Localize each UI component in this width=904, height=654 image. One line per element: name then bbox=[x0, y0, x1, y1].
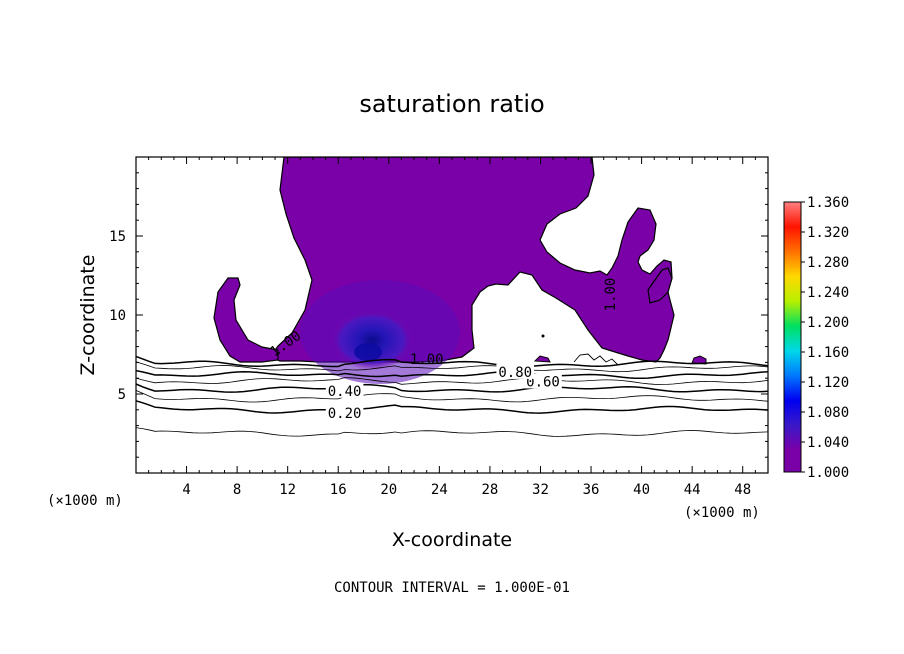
contour-label-layer: 0.200.400.600.801.00 1.001.00 bbox=[267, 278, 619, 422]
contour-label: 0.20 bbox=[328, 406, 362, 422]
x-tick-label: 44 bbox=[684, 482, 701, 498]
contour-label: 1.00 bbox=[410, 352, 444, 368]
x-tick-label: 8 bbox=[233, 482, 241, 498]
x-axis: 4 8 12 16 20 24 28 32 36 40 44 48 bbox=[148, 157, 756, 498]
y-tick-label: 10 bbox=[109, 308, 126, 324]
contour-line bbox=[136, 400, 768, 414]
x-tick-label: 12 bbox=[279, 482, 296, 498]
x-tick-label: 32 bbox=[532, 482, 549, 498]
contour-interval-note: CONTOUR INTERVAL = 1.000E-01 bbox=[334, 580, 570, 596]
contour-label-group: 0.20 bbox=[325, 405, 364, 422]
x-tick-label: 4 bbox=[182, 482, 190, 498]
contour-label-group: 1.00 bbox=[603, 278, 619, 312]
x-tick-label: 36 bbox=[583, 482, 600, 498]
colorbar-tick-label: 1.160 bbox=[807, 345, 849, 361]
contour-label-bg bbox=[325, 382, 364, 398]
colorbar-tick-label: 1.240 bbox=[807, 285, 849, 301]
contour-line bbox=[136, 390, 768, 403]
contour-label-group: 1.00 bbox=[410, 352, 444, 368]
x-tick-label: 40 bbox=[633, 482, 650, 498]
contour-line bbox=[136, 383, 768, 393]
colorbar-base bbox=[784, 450, 801, 472]
colorbar-frame bbox=[783, 201, 802, 473]
y-axis-label: Z-coordinate bbox=[77, 255, 99, 376]
colorbar-tick-label: 1.000 bbox=[807, 465, 849, 481]
contour-label: 1.00 bbox=[603, 278, 619, 312]
y-axis-unit: (×1000 m) bbox=[47, 493, 123, 509]
contour-label: 0.40 bbox=[328, 384, 362, 400]
colorbar-tick-label: 1.040 bbox=[807, 435, 849, 451]
contour-label: 0.60 bbox=[526, 374, 560, 390]
saturated-region-right-blob bbox=[647, 267, 673, 304]
contour-lines bbox=[136, 355, 768, 437]
contour-line bbox=[136, 427, 768, 437]
x-tick-label: 20 bbox=[380, 482, 397, 498]
x-axis-label: X-coordinate bbox=[392, 529, 512, 551]
contour-label-group: 0.40 bbox=[325, 382, 364, 400]
saturated-dot bbox=[541, 334, 545, 338]
chart-title: saturation ratio bbox=[359, 90, 544, 118]
y-tick-label: 15 bbox=[109, 229, 126, 245]
contour-label-bg bbox=[325, 405, 364, 420]
colorbar-tick-label: 1.360 bbox=[807, 195, 849, 211]
saturation-core-inner bbox=[354, 343, 382, 361]
y-axis: 5 10 15 bbox=[109, 172, 768, 458]
y-tick-label: 5 bbox=[118, 387, 126, 403]
contour-wiggle bbox=[573, 353, 619, 366]
saturated-region-tiny-cell bbox=[533, 355, 551, 363]
contour-label-group: 0.80 bbox=[496, 363, 534, 381]
plot-area bbox=[136, 157, 768, 437]
contour-label-bg bbox=[496, 363, 534, 379]
colorbar-gradient bbox=[784, 202, 801, 450]
colorbar-tick-label: 1.080 bbox=[807, 405, 849, 421]
contour-line bbox=[136, 369, 768, 380]
contour-label: 0.80 bbox=[498, 365, 532, 381]
x-tick-label: 48 bbox=[734, 482, 751, 498]
x-axis-unit: (×1000 m) bbox=[684, 505, 760, 521]
colorbar-tick-label: 1.200 bbox=[807, 315, 849, 331]
colorbar-tick-label: 1.120 bbox=[807, 375, 849, 391]
saturated-region-left-lobe bbox=[213, 277, 279, 363]
colorbar-tick-label: 1.280 bbox=[807, 255, 849, 271]
contour-line bbox=[136, 377, 768, 385]
saturation-core-mid bbox=[330, 310, 414, 370]
contour-line bbox=[136, 355, 768, 368]
x-tick-label: 24 bbox=[431, 482, 448, 498]
colorbar-tick-label: 1.320 bbox=[807, 225, 849, 241]
contour-line bbox=[136, 361, 768, 373]
x-tick-label: 28 bbox=[481, 482, 498, 498]
colorbar: 1.360 1.320 1.280 1.240 1.200 1.160 1.120 1.080… bbox=[783, 195, 849, 481]
x-tick-label: 16 bbox=[330, 482, 347, 498]
